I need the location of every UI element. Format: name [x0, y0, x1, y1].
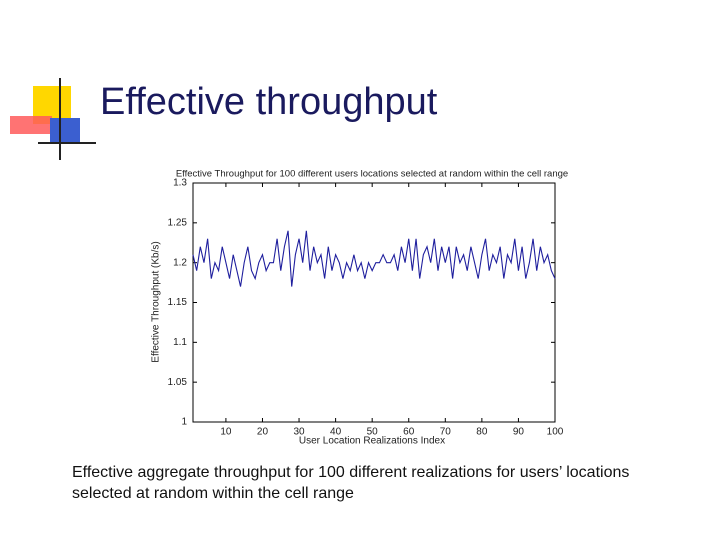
y-tick-label: 1.1 — [173, 337, 187, 348]
y-tick-label: 1 — [181, 417, 187, 428]
x-tick-label: 70 — [440, 427, 452, 438]
plot-frame — [192, 182, 556, 423]
x-tick-label: 90 — [513, 427, 525, 438]
y-tick-label: 1.25 — [168, 217, 188, 228]
y-tick-label: 1.3 — [173, 178, 187, 189]
x-tick-label: 80 — [476, 427, 488, 438]
x-tick-label: 50 — [367, 427, 379, 438]
x-tick-label: 30 — [293, 427, 305, 438]
x-tick-label: 10 — [220, 427, 232, 438]
slide-title: Effective throughput — [100, 81, 438, 123]
x-tick-label: 60 — [403, 427, 415, 438]
y-tick-label: 1.15 — [168, 297, 188, 308]
caption-box: Effective aggregate throughput for 100 d… — [72, 464, 630, 502]
x-tick-label: 20 — [257, 427, 269, 438]
x-tick-label: 100 — [547, 427, 564, 438]
data-line — [192, 230, 556, 287]
y-tick-label: 1.2 — [173, 257, 187, 268]
caption: Effective aggregate throughput for 100 d… — [72, 464, 630, 502]
x-tick-label: 40 — [330, 427, 342, 438]
chart-title: Effective Throughput for 100 different u… — [176, 169, 568, 180]
x-axis-label: User Location Realizations Index — [299, 436, 445, 447]
y-axis-label: Effective Throughput (Kb/s) — [151, 241, 162, 362]
deco-square-red — [10, 116, 52, 134]
y-tick-label: 1.05 — [168, 377, 188, 388]
deco-square-blue — [50, 118, 80, 142]
